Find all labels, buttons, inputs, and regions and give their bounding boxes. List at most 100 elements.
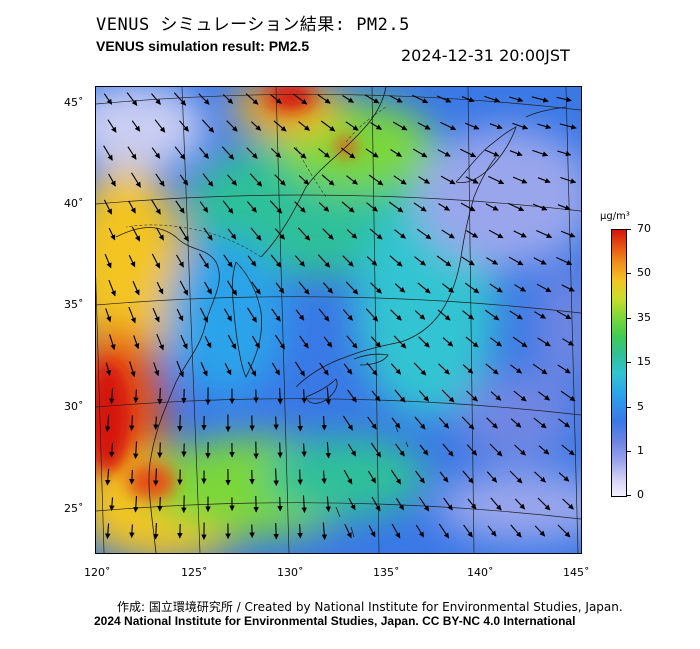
wind-arrow (441, 229, 455, 239)
wind-arrow (129, 524, 135, 539)
lat-label-35: 35˚ (64, 298, 84, 311)
wind-arrow (294, 255, 306, 267)
lon-label-140: 140˚ (467, 566, 494, 579)
wind-arrow (438, 203, 450, 211)
wind-arrow (464, 122, 480, 130)
wind-arrow (438, 417, 450, 429)
wind-arrow (156, 227, 164, 241)
wind-arrow (325, 387, 332, 406)
wind-arrow (224, 308, 232, 322)
wind-arrow (441, 389, 455, 403)
wind-arrow (199, 253, 209, 269)
wind-arrow (370, 336, 382, 348)
wind-arrow (514, 498, 526, 510)
wind-arrow (344, 523, 352, 539)
colorbar-tick (626, 273, 631, 274)
wind-arrow (297, 227, 311, 241)
wind-arrow (536, 283, 552, 293)
wind-arrow (274, 334, 286, 350)
wind-arrow (532, 363, 548, 375)
wind-arrow (557, 150, 572, 157)
wind-arrow (557, 364, 571, 374)
wind-arrow (294, 201, 306, 213)
wind-arrow (536, 229, 553, 239)
wind-arrow (109, 442, 115, 458)
wind-vectors (103, 92, 577, 541)
wind-arrow (531, 96, 549, 103)
colorbar-tick (626, 451, 631, 452)
wind-arrow (222, 94, 234, 104)
colorbar-label-5: 5 (637, 400, 644, 413)
wind-arrow (325, 496, 331, 513)
wind-arrow (180, 334, 188, 350)
lon-label-145: 145˚ (563, 566, 590, 579)
wind-arrow (155, 173, 165, 187)
wind-arrow (537, 497, 551, 511)
lon-label-120: 120˚ (84, 566, 111, 579)
wind-arrow (509, 310, 523, 320)
wind-arrow (557, 204, 571, 211)
wind-arrow (510, 418, 522, 428)
wind-arrow (103, 145, 113, 161)
wind-arrow (297, 523, 303, 539)
wind-arrow (301, 495, 307, 514)
wind-arrow (322, 282, 334, 294)
lat-label-30: 30˚ (64, 400, 84, 413)
wind-arrow (538, 445, 550, 455)
colorbar-tick (626, 407, 631, 408)
wind-arrow (556, 96, 572, 103)
wind-arrow (176, 308, 184, 322)
wind-arrow (105, 468, 111, 486)
colorbar-tick (626, 229, 631, 230)
wind-arrow (223, 254, 233, 268)
wind-arrow (127, 146, 137, 160)
wind-arrow (295, 309, 305, 321)
wind-arrow (537, 337, 551, 347)
wind-arrow (204, 335, 212, 349)
wind-arrow (297, 469, 303, 486)
wind-arrow (175, 200, 185, 214)
wind-arrow (370, 442, 382, 458)
wind-arrow (395, 497, 405, 511)
wind-arrow (226, 120, 238, 132)
wind-arrow (154, 119, 166, 133)
wind-arrow (131, 172, 141, 188)
wind-arrow (224, 362, 232, 376)
wind-arrow (460, 148, 477, 158)
wind-arrow (558, 472, 570, 482)
title-english: VENUS simulation result: PM2.5 (96, 38, 310, 54)
wind-arrow (198, 93, 210, 105)
wind-arrow (510, 524, 522, 538)
wind-arrow (489, 283, 503, 293)
wind-arrow (107, 119, 117, 133)
wind-arrow (245, 93, 259, 105)
wind-arrow (322, 228, 334, 240)
wind-arrow (413, 202, 427, 212)
wind-arrow (561, 284, 575, 292)
wind-arrow (250, 227, 262, 241)
hotspots (96, 87, 356, 500)
wind-arrow (370, 282, 382, 294)
wind-arrow (462, 470, 474, 484)
wind-arrow (105, 523, 111, 540)
wind-arrow (464, 282, 480, 294)
credit-line-1: 作成: 国立環境研究所 / Created by National Instit… (117, 600, 623, 614)
wind-arrow (157, 442, 163, 459)
wind-arrow (317, 254, 331, 268)
wind-arrow (346, 175, 358, 185)
wind-arrow (297, 414, 303, 432)
wind-arrow (461, 256, 475, 266)
wind-arrow (108, 279, 116, 297)
wind-arrow (153, 522, 159, 540)
wind-arrow (227, 334, 237, 350)
wind-arrow (414, 310, 426, 320)
wind-arrow (199, 147, 209, 159)
wind-arrow (436, 95, 452, 103)
wind-arrow (345, 121, 359, 131)
wind-arrow (513, 390, 527, 402)
wind-arrow (199, 307, 209, 323)
wind-arrow (419, 444, 429, 456)
wind-arrow (251, 281, 261, 295)
wind-arrow (132, 280, 140, 296)
wind-arrow (200, 361, 208, 377)
